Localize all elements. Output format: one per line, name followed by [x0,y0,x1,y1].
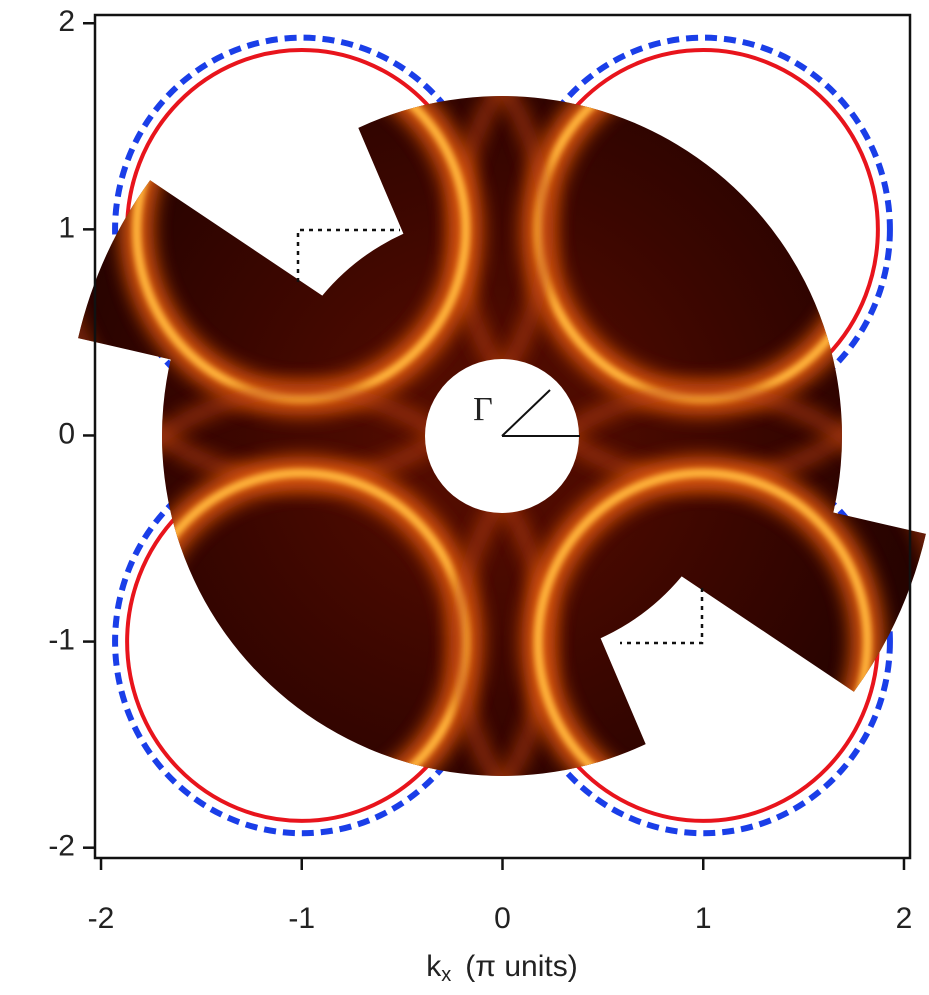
x-tick-label: 2 [896,902,913,935]
y-tick-label: -1 [48,624,75,657]
y-tick-label: 0 [58,417,75,450]
x-axis-label: kx (π units) [426,950,577,986]
y-tick-label: -2 [48,830,75,863]
x-label-k: k [426,950,442,983]
x-tick-label: -1 [288,902,315,935]
band-core [132,96,471,404]
gamma-line [501,389,551,437]
x-label-unit: (π units) [465,950,577,983]
y-tick-label: 1 [58,211,75,244]
band-outer [449,382,926,776]
x-tick-label: 1 [695,902,712,935]
y-tick-label: 2 [58,5,75,38]
gamma-label: Γ [473,391,493,428]
x-tick-label: -2 [88,902,115,935]
x-label-sub: x [441,964,451,986]
band-core [533,468,872,776]
x-tick-label: 0 [494,902,511,935]
zone-boundary [296,228,704,645]
